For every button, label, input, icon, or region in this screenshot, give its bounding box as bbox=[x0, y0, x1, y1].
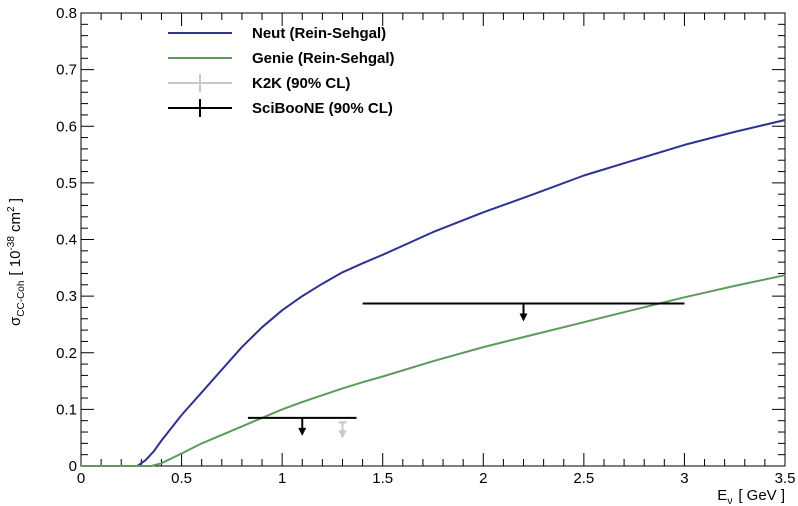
x-tick-label: 0 bbox=[77, 470, 85, 487]
y-axis-unit-post: ] bbox=[7, 198, 24, 206]
y-axis-subscript: CC-Coh bbox=[16, 281, 27, 317]
y-axis-unit-exponent: -38 bbox=[6, 236, 17, 251]
legend-entry: Genie (Rein-Sehgal) bbox=[168, 50, 395, 67]
neut-curve bbox=[81, 119, 786, 467]
legend-entry: Neut (Rein-Sehgal) bbox=[168, 25, 386, 42]
y-tick-label: 0.7 bbox=[56, 62, 77, 79]
x-tick-label: 2.5 bbox=[573, 470, 594, 487]
x-tick-label: 1.5 bbox=[372, 470, 393, 487]
legend-entry: K2K (90% CL) bbox=[168, 74, 350, 92]
legend-label: K2K (90% CL) bbox=[252, 75, 350, 92]
y-axis-unit-pre: [ 10 bbox=[7, 251, 24, 276]
x-axis-label: Eν [ GeV ] bbox=[717, 487, 785, 506]
y-tick-label: 0.8 bbox=[56, 5, 77, 22]
genie-curve bbox=[81, 274, 786, 467]
y-tick-label: 0.4 bbox=[56, 232, 77, 249]
limit-arrow-arrowhead bbox=[519, 313, 528, 322]
x-tick-label: 3.5 bbox=[775, 470, 796, 487]
curves bbox=[81, 119, 786, 467]
y-axis-symbol: σ bbox=[7, 316, 24, 326]
x-axis-unit: [ GeV ] bbox=[738, 487, 785, 504]
upper-limit-marker bbox=[247, 416, 357, 436]
x-axis-subscript: ν bbox=[727, 496, 732, 506]
legend-label: Genie (Rein-Sehgal) bbox=[252, 50, 395, 67]
plot-area-border bbox=[80, 12, 786, 467]
y-tick-label: 0 bbox=[69, 458, 77, 475]
x-axis-symbol: E bbox=[717, 487, 727, 504]
plot-frame bbox=[80, 12, 786, 467]
y-tick-label: 0.3 bbox=[56, 288, 77, 305]
legend-label: Neut (Rein-Sehgal) bbox=[252, 25, 386, 42]
y-axis-unit-exponent-2: 2 bbox=[6, 206, 17, 212]
upper-limit-marker bbox=[362, 302, 685, 322]
y-tick-label: 0.6 bbox=[56, 118, 77, 135]
y-axis-unit-mid: cm bbox=[7, 212, 24, 236]
x-tick-label: 0.5 bbox=[171, 470, 192, 487]
y-tick-label: 0.1 bbox=[56, 401, 77, 418]
upper-limits bbox=[247, 302, 685, 439]
limit-arrow-arrowhead bbox=[298, 427, 307, 436]
y-tick-label: 0.2 bbox=[56, 345, 77, 362]
y-axis-label: σCC-Coh [ 10-38 cm2 ] bbox=[6, 198, 27, 326]
legend: Neut (Rein-Sehgal) Genie (Rein-Sehgal) K2K… bbox=[168, 25, 395, 117]
upper-limit-marker bbox=[338, 421, 347, 439]
x-tick-label: 1 bbox=[278, 470, 286, 487]
x-tick-label: 2 bbox=[479, 470, 487, 487]
axis-ticks: 0 0.5 1 1.5 2 2.5 3 3.5 0 0.1 0.2 0.3 0.4 0.5 0.6 0.7 0.… bbox=[56, 5, 795, 487]
legend-entry: SciBooNE (90% CL) bbox=[168, 99, 393, 117]
x-tick-label: 3 bbox=[680, 470, 688, 487]
limit-arrow-arrowhead bbox=[338, 430, 347, 439]
legend-label: SciBooNE (90% CL) bbox=[252, 100, 393, 117]
y-tick-label: 0.5 bbox=[56, 175, 77, 192]
